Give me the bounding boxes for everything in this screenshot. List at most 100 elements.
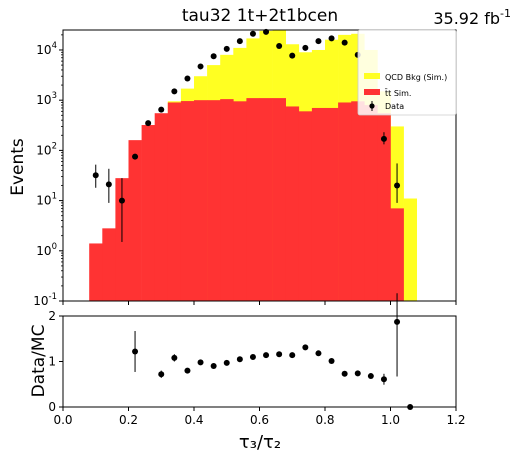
data-point [276, 43, 283, 50]
ttbar-bar [167, 102, 182, 301]
ttbar-bar [246, 98, 260, 302]
data-point [184, 75, 191, 82]
ttbar-bar [272, 98, 286, 302]
data-point [302, 44, 309, 51]
data-point [171, 88, 178, 95]
data-point [315, 38, 322, 45]
ttbar-bar [141, 125, 155, 301]
ratio-y-tick-label: 0 [48, 400, 56, 414]
ttbar-bar [128, 140, 142, 301]
x-tick-label: 0.8 [315, 413, 334, 427]
ttbar-bar [285, 106, 300, 302]
ratio-point [236, 356, 243, 363]
data-point [145, 120, 152, 127]
legend-qcd-label: QCD Bkg (Sim.) [385, 73, 447, 82]
ratio-point [132, 348, 139, 355]
main-y-ticks: 10-1 100 101 102 103 104 [33, 34, 63, 308]
legend-ttbar-swatch [364, 89, 380, 95]
stack-bars [89, 30, 417, 302]
ttbar-bar [220, 99, 234, 301]
ratio-x-ticks: 0.0 0.2 0.4 0.6 0.8 1.0 1.2 [53, 407, 466, 427]
data-point [118, 197, 125, 204]
y-tick-label: 102 [36, 141, 57, 157]
x-tick-label: 1.2 [446, 413, 465, 427]
ratio-y-ticks: 0 1 2 [48, 309, 63, 414]
x-tick-label: 0.6 [250, 413, 269, 427]
ratio-point [302, 344, 309, 351]
ttbar-bar [207, 100, 221, 301]
ratio-point [367, 373, 374, 380]
ttbar-bar [259, 98, 273, 302]
ttbar-bar [102, 228, 116, 301]
ttbar-bar [180, 101, 195, 301]
main-x-ticks [62, 301, 457, 305]
data-point [394, 182, 401, 189]
ttbar-bar [390, 208, 404, 301]
data-point [328, 35, 335, 42]
data-point [158, 106, 165, 113]
data-point [92, 172, 99, 179]
legend-qcd-swatch [364, 73, 380, 79]
data-point [105, 181, 112, 188]
y-tick-label: 10-1 [33, 292, 57, 308]
data-point [197, 63, 204, 70]
ratio-point [380, 376, 387, 383]
ttbar-bar [338, 102, 352, 301]
ratio-point [315, 350, 322, 357]
ratio-point [354, 370, 361, 377]
data-point [210, 53, 217, 60]
ttbar-bar [311, 107, 326, 301]
ttbar-bar [325, 107, 339, 301]
legend-box [357, 29, 457, 116]
ttbar-bar [89, 243, 103, 301]
data-point [341, 39, 348, 46]
y-tick-label: 100 [36, 242, 57, 258]
data-point [249, 30, 256, 37]
ratio-point [171, 354, 178, 361]
ratio-points [132, 293, 414, 410]
ttbar-bar [377, 113, 391, 302]
legend-ttbar-label: t̄t Sim. [384, 88, 411, 98]
ratio-point [394, 318, 401, 325]
y-tick-label: 103 [36, 91, 57, 107]
legend-data-marker [369, 103, 375, 109]
ratio-plot: 0 1 2 0.0 0.2 0.4 0.6 0.8 1.0 1.2 Data/MC τ₃/τ₂ [29, 293, 466, 453]
ttbar-bar [351, 101, 365, 301]
ratio-point [158, 371, 165, 378]
data-point [132, 153, 139, 160]
ratio-point [223, 359, 230, 366]
main-plot: 10-1 100 101 102 103 104 tau32 1t+2t1bcen 35.… [8, 6, 511, 308]
data-point [223, 45, 230, 52]
data-point [289, 52, 296, 59]
ttbar-bar [154, 113, 169, 302]
ratio-point [289, 352, 296, 359]
ttbar-bar [364, 105, 378, 302]
legend-data-label: Data [385, 102, 404, 111]
legend: QCD Bkg (Sim.) t̄t Sim. Data [357, 29, 457, 116]
ratio-point [341, 370, 348, 377]
x-tick-label: 0.2 [119, 413, 138, 427]
ratio-point [249, 353, 256, 360]
x-axis-label: τ₃/τ₂ [239, 432, 281, 453]
data-point [380, 135, 387, 142]
main-y-axis-label: Events [8, 138, 28, 196]
ratio-point [263, 352, 270, 359]
x-tick-label: 0.4 [184, 413, 203, 427]
chart-title: tau32 1t+2t1bcen [182, 6, 338, 26]
luminosity-label: 35.92 fb-1 [433, 7, 511, 28]
qcd-bar [403, 198, 417, 301]
data-point [236, 38, 243, 45]
y-tick-label: 104 [36, 41, 57, 57]
ttbar-bar [298, 111, 313, 301]
ttbar-bar [233, 101, 247, 301]
ttbar-bar [194, 100, 208, 301]
ratio-y-tick-label: 2 [48, 309, 56, 323]
ratio-point [328, 358, 335, 365]
x-tick-label: 1.0 [381, 413, 400, 427]
ratio-point [210, 363, 217, 370]
ratio-y-axis-label: Data/MC [29, 325, 49, 398]
ratio-point [197, 359, 204, 366]
ratio-point [276, 351, 283, 358]
